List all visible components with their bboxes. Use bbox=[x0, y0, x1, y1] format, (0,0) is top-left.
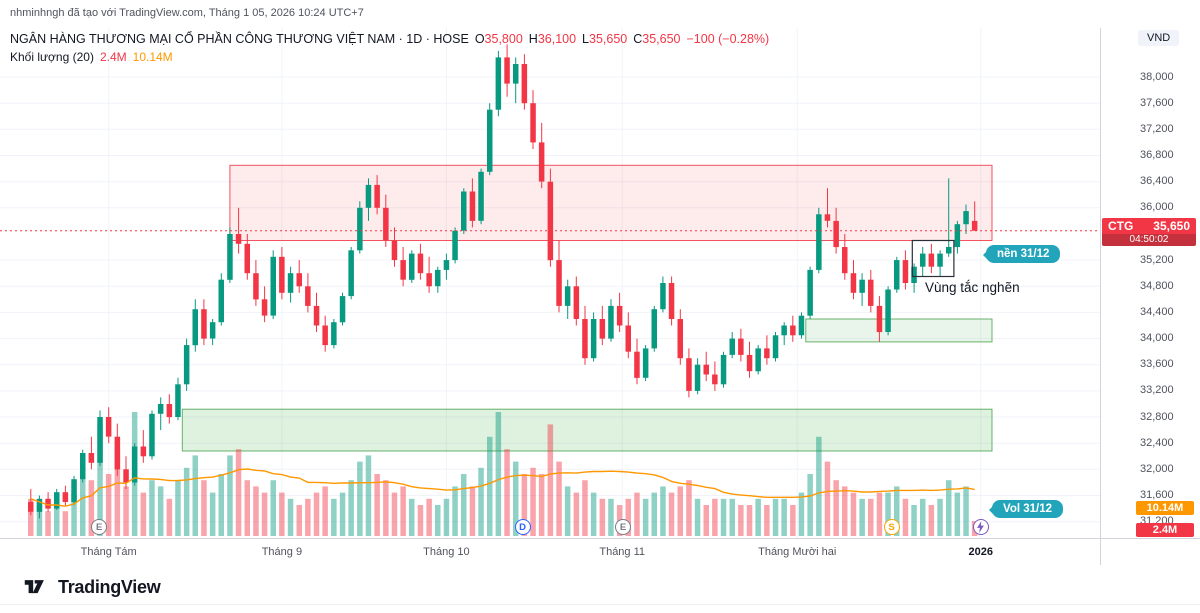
price-axis[interactable] bbox=[1100, 28, 1101, 565]
volume-current-badge: 2.4M bbox=[1136, 523, 1194, 537]
event-marker-d-icon[interactable]: D bbox=[514, 519, 531, 535]
ohlc-open-key: O bbox=[474, 32, 485, 46]
symbol-ticker: CTG bbox=[1108, 219, 1134, 233]
attribution-text: nhminhngh đã tạo với TradingView.com, Th… bbox=[10, 7, 364, 19]
last-price-badge[interactable]: CTG 35,650 04:50:02 bbox=[1102, 218, 1196, 246]
price-axis-tick: 33,600 bbox=[1140, 358, 1174, 371]
price-axis-tick: 32,000 bbox=[1140, 462, 1174, 475]
ohlc-close-value: 35,650 bbox=[642, 32, 681, 46]
volume-legend[interactable]: Khối lượng (20) 2.4M 10.14M bbox=[10, 50, 173, 64]
volume-study-label: Khối lượng (20) bbox=[10, 50, 94, 64]
ohlc-high-key: H bbox=[528, 32, 538, 46]
ohlc-open-value: 35,800 bbox=[484, 32, 523, 46]
time-axis-tick: Tháng 9 bbox=[261, 546, 303, 558]
congestion-box[interactable] bbox=[911, 239, 955, 278]
ohlc-close-key: C bbox=[633, 32, 643, 46]
lightning-marker-icon[interactable] bbox=[972, 519, 989, 535]
price-axis-tick: 32,800 bbox=[1140, 410, 1174, 423]
price-axis-tick: 38,000 bbox=[1140, 70, 1174, 83]
volume-current-value: 2.4M bbox=[99, 50, 127, 64]
time-axis-tick: 2026 bbox=[968, 546, 994, 558]
vol-3112-callout[interactable]: Vol 31/12 bbox=[988, 500, 1064, 518]
price-axis-tick: 36,800 bbox=[1140, 149, 1174, 161]
price-axis-tick: 36,000 bbox=[1140, 201, 1174, 214]
last-price-value: 35,650 bbox=[1153, 219, 1190, 233]
demand-zone-upper[interactable] bbox=[805, 318, 993, 343]
supply-zone[interactable] bbox=[229, 164, 993, 241]
time-axis-tick: Tháng Mười hai bbox=[758, 546, 837, 558]
price-change: −100 (−0.28%) bbox=[686, 32, 770, 46]
ohlc-low-value: 35,650 bbox=[589, 32, 628, 46]
volume-ma-badge: 10.14M bbox=[1136, 501, 1194, 515]
volume-series bbox=[28, 412, 978, 536]
time-axis-tick: Tháng Tám bbox=[80, 546, 137, 558]
price-axis-tick: 37,200 bbox=[1140, 122, 1174, 135]
demand-zone-lower[interactable] bbox=[181, 408, 993, 452]
price-axis-tick: 31,600 bbox=[1140, 489, 1174, 501]
tradingview-logo-icon bbox=[24, 580, 44, 594]
price-axis-tick: 34,000 bbox=[1140, 332, 1174, 345]
event-marker-e-icon[interactable]: E bbox=[91, 519, 108, 535]
currency-badge[interactable]: VND bbox=[1138, 30, 1180, 46]
footer-brand[interactable]: TradingView bbox=[24, 576, 161, 598]
symbol-title: NGÂN HÀNG THƯƠNG MẠI CỔ PHẦN CÔNG THƯƠNG… bbox=[10, 32, 469, 46]
candlestick-series bbox=[28, 44, 978, 519]
time-axis-tick: Tháng 10 bbox=[423, 546, 470, 558]
event-marker-s-icon[interactable]: S bbox=[883, 519, 900, 535]
price-axis-tick: 34,800 bbox=[1140, 279, 1174, 292]
symbol-legend[interactable]: NGÂN HÀNG THƯƠNG MẠI CỔ PHẦN CÔNG THƯƠNG… bbox=[10, 32, 769, 46]
event-marker-e-icon[interactable]: E bbox=[615, 519, 632, 535]
price-axis-tick: 37,600 bbox=[1140, 96, 1174, 109]
price-axis-tick: 35,200 bbox=[1140, 253, 1174, 266]
price-axis-tick: 36,400 bbox=[1140, 175, 1174, 188]
volume-ma-line bbox=[30, 468, 975, 507]
volume-ma-value: 10.14M bbox=[132, 50, 173, 64]
time-axis[interactable] bbox=[0, 538, 1200, 539]
price-axis-tick: 34,400 bbox=[1140, 305, 1174, 318]
congestion-zone-label[interactable]: Vùng tắc nghẽn bbox=[925, 280, 1020, 295]
bottom-divider bbox=[0, 604, 1200, 605]
tradingview-wordmark: TradingView bbox=[58, 576, 161, 597]
price-chart[interactable] bbox=[0, 0, 1100, 565]
ohlc-high-value: 36,100 bbox=[537, 32, 577, 46]
time-axis-tick: Tháng 11 bbox=[599, 546, 646, 558]
price-axis-tick: 32,400 bbox=[1140, 436, 1174, 449]
price-axis-tick: 33,200 bbox=[1140, 384, 1174, 397]
bar-countdown: 04:50:02 bbox=[1102, 234, 1196, 246]
nen-3112-callout[interactable]: nền 31/12 bbox=[982, 245, 1061, 263]
ohlc-low-key: L bbox=[582, 32, 589, 46]
